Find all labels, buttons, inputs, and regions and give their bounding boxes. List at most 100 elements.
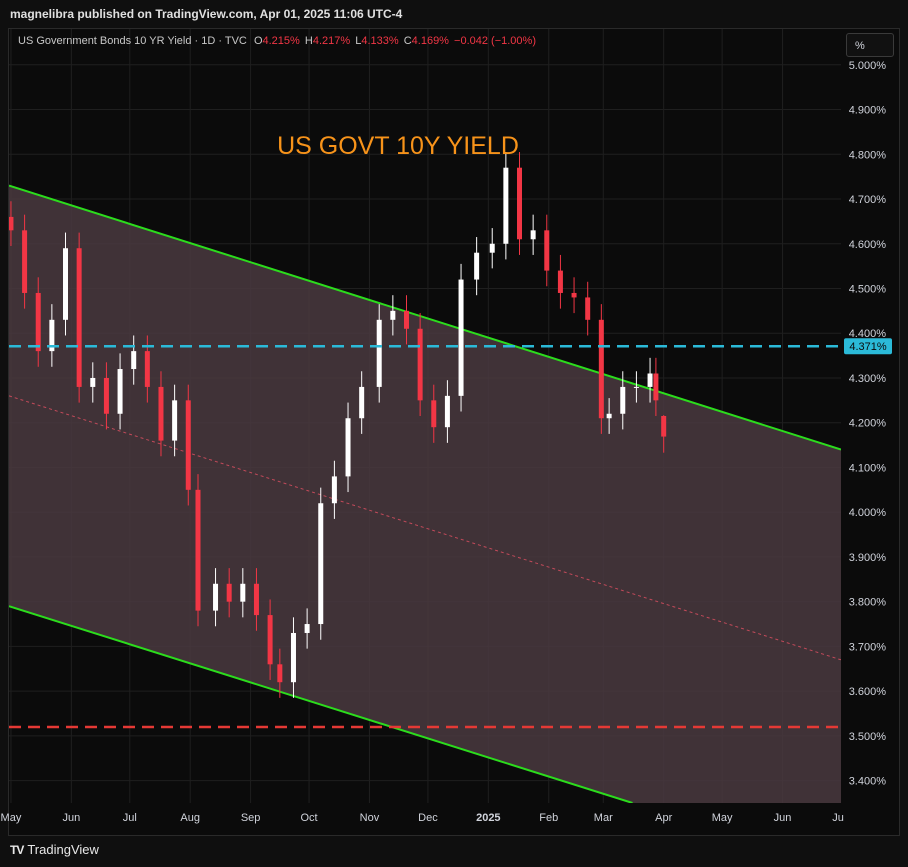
horizontal-lines	[9, 344, 841, 729]
y-tick-label: 4.000%	[849, 507, 887, 519]
channel-midline	[9, 395, 841, 661]
x-tick-label: Feb	[539, 812, 558, 824]
candle-body	[544, 230, 550, 271]
candle-body	[359, 386, 365, 419]
candle-body	[253, 583, 259, 616]
x-tick-label: Oct	[301, 812, 318, 824]
x-tick-label: Sep	[241, 812, 261, 824]
candle-body	[633, 386, 639, 388]
candle-body	[144, 351, 150, 387]
x-tick-label: Ju	[832, 812, 844, 824]
low-label: L	[355, 35, 362, 47]
candle-body	[403, 310, 409, 329]
price-tag-label: 4.371%	[849, 341, 887, 353]
y-tick-label: 3.500%	[849, 731, 887, 743]
candle-body	[606, 413, 612, 419]
channel-fill	[9, 185, 841, 803]
candle-body	[131, 351, 137, 370]
candles	[9, 152, 667, 698]
candle-body	[226, 583, 232, 602]
footer	[0, 836, 908, 867]
candle-body	[444, 395, 450, 428]
x-tick-label: Jun	[62, 812, 80, 824]
y-tick-label: 3.800%	[849, 597, 887, 609]
candle-body	[172, 400, 178, 441]
open-value: 4.215%	[262, 35, 300, 47]
x-tick-label: Mar	[594, 812, 613, 824]
y-tick-label: 4.600%	[849, 239, 887, 251]
y-tick-label: 3.900%	[849, 552, 887, 564]
x-tick-label: Dec	[418, 812, 438, 824]
candle-body	[620, 386, 626, 414]
tradingview-logo-icon: TV	[10, 843, 24, 857]
x-tick-label: Nov	[360, 812, 380, 824]
candle-body	[90, 377, 96, 387]
candle-body	[647, 373, 653, 387]
y-tick-label: 4.400%	[849, 328, 887, 340]
change-value: −0.042 (−1.00%)	[454, 35, 536, 47]
low-value: 4.133%	[361, 35, 399, 47]
y-tick-label: 4.700%	[849, 194, 887, 206]
y-tick-label: 3.700%	[849, 641, 887, 653]
chart-title: US GOVT 10Y YIELD	[277, 132, 519, 160]
symbol-name: US Government Bonds 10 YR Yield · 1D · T…	[18, 35, 247, 47]
candle-body	[277, 664, 283, 683]
candle-body	[331, 476, 337, 504]
candle-body	[390, 310, 396, 320]
channel-lower-line	[9, 605, 633, 803]
close-value: 4.169%	[411, 35, 449, 47]
candle-body	[185, 400, 191, 490]
candle-body	[35, 292, 41, 352]
channel-upper-line	[9, 184, 841, 451]
high-value: 4.217%	[312, 35, 351, 47]
candle-body	[517, 167, 523, 240]
y-tick-label: 4.300%	[849, 373, 887, 385]
y-axis: 5.000% 4.900% 4.800% 4.700% 4.600% 4.500% 4.40…	[849, 60, 887, 788]
brand-name: TradingView	[27, 842, 99, 857]
candle-body	[598, 319, 604, 419]
open-label: O	[253, 35, 263, 47]
candle-body	[318, 503, 324, 625]
x-tick-label: Apr	[655, 812, 672, 824]
candle-body	[503, 167, 509, 244]
x-tick-label: May	[1, 812, 22, 824]
high-label: H	[304, 35, 313, 47]
candle-body	[22, 230, 28, 293]
price-chart[interactable]: US GOVT 10Y YIELD 5.000% 4.900% 4.800% 4.70…	[0, 0, 908, 836]
close-label: C	[403, 35, 412, 47]
tradingview-brand[interactable]: TV TradingView	[10, 842, 99, 857]
price-tag-box	[844, 338, 892, 355]
candle-body	[571, 292, 577, 298]
candle-body	[117, 369, 123, 414]
candle-body	[103, 377, 109, 414]
candle-body	[49, 319, 55, 352]
x-axis: May Jun Jul Aug Sep Oct Nov Dec 2025 Feb Mar Apr May…	[1, 812, 844, 824]
x-tick-label: Jul	[123, 812, 137, 824]
candle-body	[290, 632, 296, 683]
candle-body	[213, 583, 219, 611]
percent-scale-button[interactable]: %	[846, 33, 894, 57]
publisher-line: magnelibra published on TradingView.com,…	[0, 0, 908, 28]
candle-body	[240, 583, 246, 602]
candle-body	[267, 615, 273, 665]
candle-body	[345, 418, 351, 477]
x-tick-label: Aug	[180, 812, 200, 824]
candle-body	[195, 489, 201, 611]
y-tick-label: 3.600%	[849, 686, 887, 698]
y-tick-label: 4.800%	[849, 149, 887, 161]
y-tick-label: 3.400%	[849, 776, 887, 788]
candle-body	[9, 216, 14, 231]
candle-body	[158, 386, 164, 441]
candle-body	[530, 230, 536, 240]
candle-body	[417, 328, 423, 401]
candle-body	[376, 319, 382, 387]
candle-body	[557, 270, 563, 293]
candle-body	[76, 248, 82, 387]
x-tick-label: 2025	[476, 812, 500, 824]
y-tick-label: 5.000%	[849, 60, 887, 72]
legend: US Government Bonds 10 YR Yield · 1D · T…	[18, 35, 536, 47]
candle-body	[431, 400, 437, 428]
candle-body	[653, 373, 659, 401]
candle-body	[304, 624, 310, 633]
x-tick-label: Jun	[774, 812, 792, 824]
